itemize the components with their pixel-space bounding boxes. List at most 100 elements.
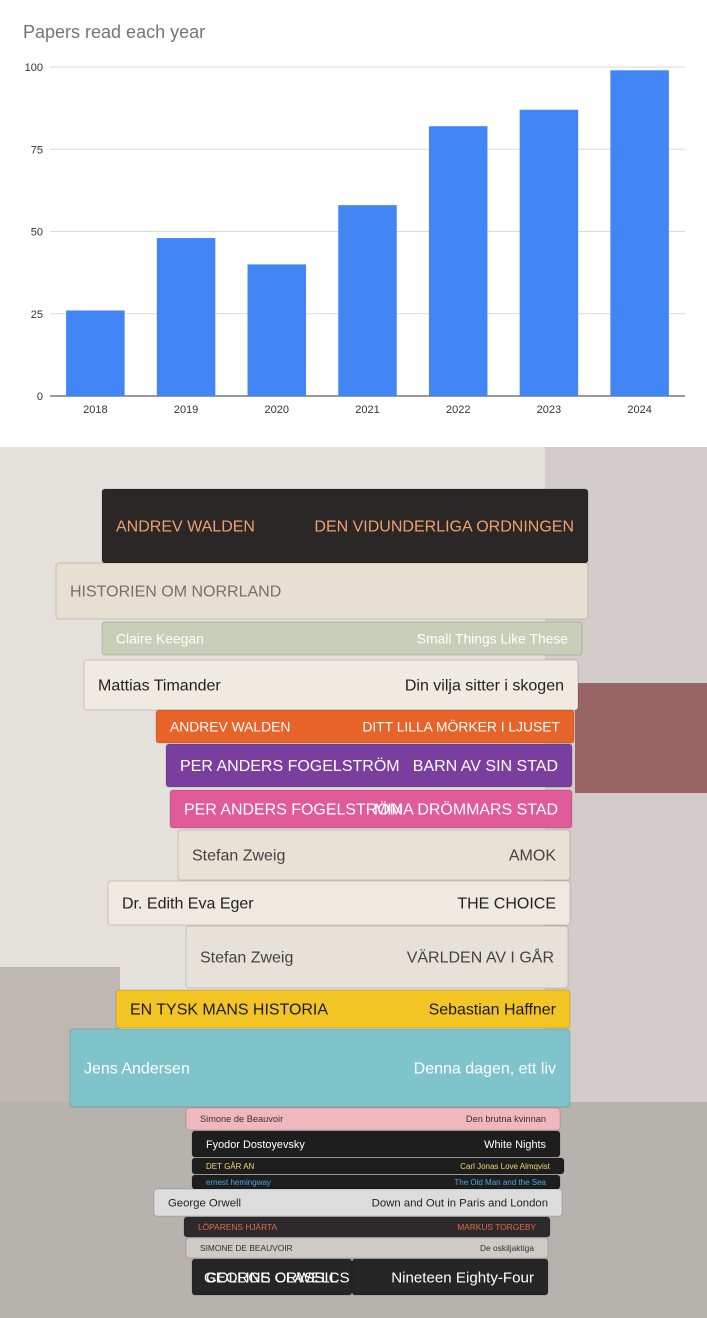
book-spine: George Orwell Down and Out in Paris and L… — [153, 1188, 563, 1217]
book-spine-text: Den brutna kvinnan — [466, 1114, 546, 1124]
book-spine-cover — [351, 1258, 549, 1296]
book-spine: Stefan Zweig AMOK — [177, 829, 571, 881]
book-stack-photo: ANDREV WALDEN DEN VIDUNDERLIGA ORDNINGEN H… — [0, 447, 707, 1318]
book-spine-text: THE CHOICE — [457, 896, 556, 913]
book-spine-text: ANDREV WALDEN — [170, 718, 290, 734]
book-spine-text: Dr. Edith Eva Eger — [122, 896, 254, 913]
book-spine-text: BARN AV SIN STAD — [413, 758, 558, 775]
book-spine-text: HISTORIEN OM NORRLAND — [70, 584, 281, 601]
knife-blade — [575, 683, 707, 793]
y-tick-label: 75 — [31, 144, 43, 156]
book-spine-cover — [177, 829, 571, 881]
bar-2020 — [247, 264, 307, 396]
book-spine: Nineteen Eighty-Four — [351, 1258, 549, 1296]
x-tick-label: 2024 — [627, 404, 651, 416]
book-spine: Jens Andersen Denna dagen, ett liv — [69, 1028, 571, 1108]
book-spine-cover — [55, 562, 589, 620]
book-spine: Claire Keegan Small Things Like These — [101, 621, 583, 656]
y-tick-label: 25 — [31, 309, 43, 321]
book-spine-text: ANDREV WALDEN — [116, 519, 255, 536]
book-spine-text: DITT LILLA MÖRKER I LJUSET — [362, 717, 560, 734]
x-tick-label: 2020 — [265, 404, 289, 416]
book-spine: Dr. Edith Eva Eger THE CHOICE — [107, 880, 571, 926]
book-spine-text: SIMONE DE BEAUVOIR — [200, 1243, 293, 1253]
y-tick-label: 0 — [37, 391, 43, 403]
book-spine-text: VÄRLDEN AV I GÅR — [407, 948, 554, 967]
book-spine: LÖPARENS HJÄRTA MARKUS TORGEBY — [183, 1216, 551, 1238]
bar-2022 — [428, 126, 488, 396]
book-spine-text: DET GÅR AN — [206, 1162, 255, 1171]
book-spine-text: PER ANDERS FOGELSTRÖM — [180, 757, 400, 775]
book-spine-cover — [169, 789, 573, 829]
bar-2019 — [156, 238, 216, 396]
x-tick-label: 2022 — [446, 404, 470, 416]
book-spine-text: Simone de Beauvoir — [200, 1114, 283, 1124]
y-tick-label: 100 — [25, 62, 43, 74]
book-spine-text: Small Things Like These — [417, 630, 569, 646]
book-spine-cover — [185, 1107, 561, 1131]
book-spine-cover — [183, 1216, 551, 1238]
book-spine-text: GEORGE ORWELL — [204, 1269, 338, 1286]
book-spine-cover — [185, 925, 569, 989]
book-spine-text: Stefan Zweig — [192, 848, 285, 865]
book-spine-text: Nineteen Eighty-Four — [391, 1269, 534, 1286]
book-spine: DET GÅR AN Carl Jonas Love Almqvist — [191, 1157, 565, 1175]
book-spine-text: Fyodor Dostoyevsky — [206, 1139, 305, 1151]
book-spine-text: MINA DRÖMMARS STAD — [374, 801, 558, 819]
book-spine-text: The Old Man and the Sea — [454, 1178, 546, 1187]
book-spine-text: Denna dagen, ett liv — [414, 1061, 556, 1078]
book-spine-cover — [115, 989, 571, 1029]
book-spine-cover — [107, 880, 571, 926]
book-spine-text: Carl Jonas Love Almqvist — [460, 1162, 551, 1171]
book-spine-cover — [69, 1028, 571, 1108]
bar-chart-panel: Papers read each year 0 25 50 75 100 2018 2019… — [0, 0, 707, 447]
book-spine: EN TYSK MANS HISTORIA Sebastian Haffner — [115, 989, 571, 1029]
book-spine-text: Sebastian Haffner — [429, 1002, 557, 1019]
bar-2018 — [66, 310, 125, 396]
book-spine: ernest hemingway The Old Man and the Sea — [191, 1174, 561, 1190]
book-spine: SIMONE DE BEAUVOIR De oskiljaktiga — [185, 1237, 549, 1259]
book-spine-text: COLLINS CLASSICS — [206, 1269, 350, 1286]
y-tick-label: 50 — [31, 227, 43, 239]
book-spine-text: LÖPARENS HJÄRTA — [198, 1222, 278, 1232]
book-spine: Mattias Timander Din vilja sitter i skoge… — [83, 659, 579, 711]
bar-chart: 0 25 50 75 100 2018 2019 2020 2021 2022 2023 2024 — [25, 62, 685, 416]
book-spine-text: George Orwell — [168, 1197, 241, 1209]
x-tick-label: 2021 — [355, 404, 379, 416]
book-spine-text: Claire Keegan — [116, 630, 204, 646]
book-spine-text: ernest hemingway — [206, 1178, 271, 1187]
book-spine: ANDREV WALDEN DITT LILLA MÖRKER I LJUSET — [155, 709, 575, 744]
book-spine-text: PER ANDERS FOGELSTRÖM — [184, 801, 403, 819]
chart-title: Papers read each year — [23, 22, 206, 42]
bar-2024 — [610, 70, 669, 396]
book-spine: HISTORIEN OM NORRLAND — [55, 562, 589, 620]
book-spine-text: MARKUS TORGEBY — [457, 1222, 536, 1232]
x-tick-label: 2018 — [83, 404, 107, 416]
book-spine: Stefan Zweig VÄRLDEN AV I GÅR — [185, 925, 569, 989]
bar-2021 — [338, 205, 397, 396]
book-spine-text: DEN VIDUNDERLIGA ORDNINGEN — [314, 519, 574, 536]
book-spine-text: White Nights — [484, 1139, 546, 1151]
book-spine-text: EN TYSK MANS HISTORIA — [130, 1002, 328, 1019]
x-tick-label: 2023 — [537, 404, 561, 416]
book-spine-text: Down and Out in Paris and London — [372, 1197, 548, 1209]
book-spine-cover — [191, 1130, 561, 1158]
book-spine-cover — [153, 1188, 563, 1217]
book-spine-cover — [155, 709, 575, 744]
book-spine-text: Din vilja sitter i skogen — [405, 678, 564, 695]
book-spine-text: Mattias Timander — [98, 678, 221, 695]
book-spine-text: AMOK — [509, 848, 556, 865]
book-spine: Fyodor Dostoyevsky White Nights — [191, 1130, 561, 1158]
book-spine-cover — [101, 621, 583, 656]
book-spine-cover — [185, 1237, 549, 1259]
x-tick-label: 2019 — [174, 404, 198, 416]
book-spine-text: Jens Andersen — [84, 1061, 190, 1078]
bar-2023 — [519, 109, 579, 397]
book-spine: ANDREV WALDEN DEN VIDUNDERLIGA ORDNINGEN — [101, 488, 589, 564]
book-spine-cover — [165, 743, 573, 788]
book-spine: PER ANDERS FOGELSTRÖM BARN AV SIN STAD — [165, 743, 573, 788]
book-spine-cover — [191, 1157, 565, 1175]
book-spine: Simone de Beauvoir Den brutna kvinnan — [185, 1107, 561, 1131]
